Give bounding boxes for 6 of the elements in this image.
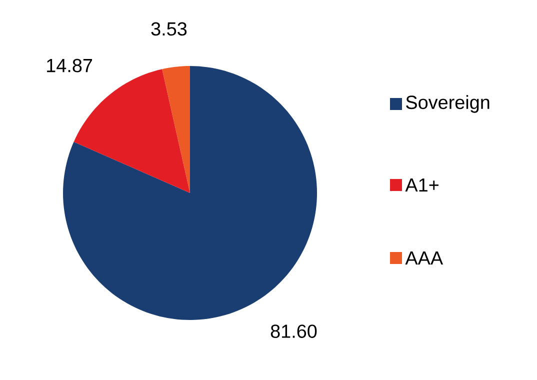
legend-label: AAA — [405, 251, 444, 265]
legend-label: A1+ — [405, 178, 438, 192]
data-label: 81.60 — [270, 324, 317, 338]
legend-label: Sovereign — [406, 95, 490, 113]
data-label: 14.87 — [47, 58, 92, 72]
data-label: 3.53 — [151, 22, 187, 36]
